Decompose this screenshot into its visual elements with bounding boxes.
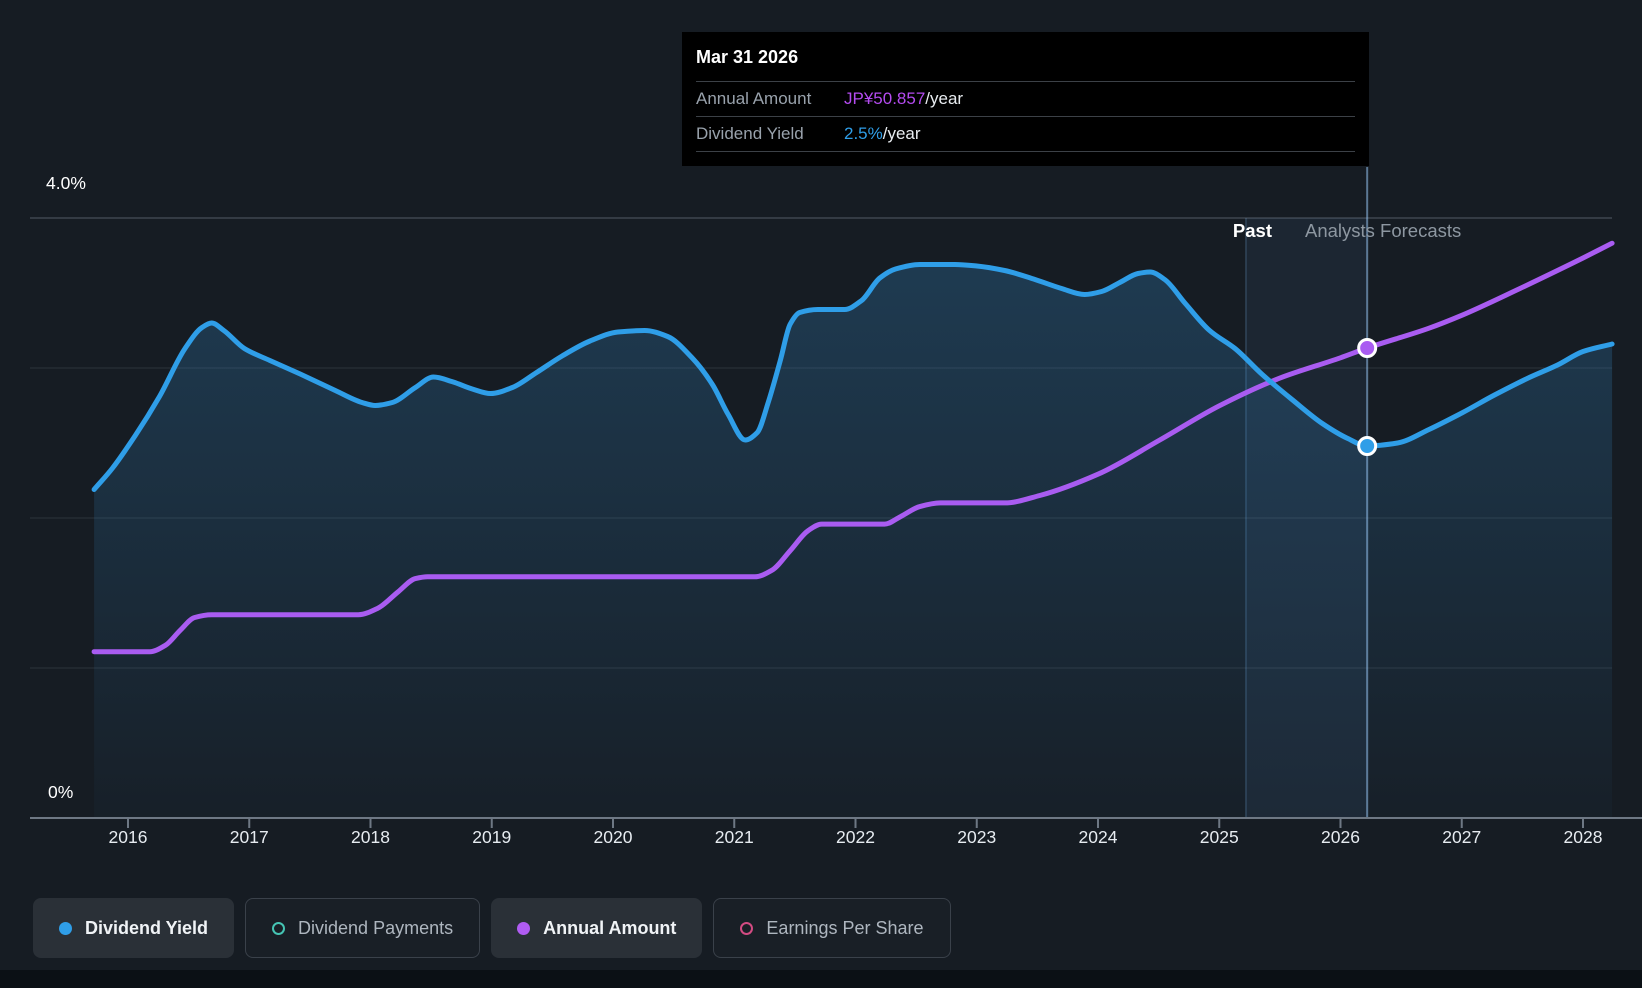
tooltip-row-dividend-yield: Dividend Yield 2.5% /year xyxy=(682,117,1369,151)
tooltip-label: Annual Amount xyxy=(696,89,812,108)
x-axis-tick-label: 2023 xyxy=(957,827,997,847)
ring-icon xyxy=(272,921,286,935)
legend-button-earnings-per-share[interactable]: Earnings Per Share xyxy=(713,898,951,958)
legend-button-dividend-yield[interactable]: Dividend Yield xyxy=(33,898,235,958)
legend-button-label: Annual Amount xyxy=(543,917,677,938)
x-axis-tick-label: 2017 xyxy=(229,827,269,847)
footer-strip xyxy=(0,970,1642,988)
tooltip-value-dividend-yield: 2.5% xyxy=(844,124,883,143)
past-label: Past xyxy=(1232,220,1272,241)
legend-bar: Dividend Yield Dividend Payments Annual Am… xyxy=(33,898,951,958)
tooltip-value-annual-amount: JP¥50.857 xyxy=(844,89,926,108)
annual-amount-marker xyxy=(1357,337,1378,358)
x-axis-tick-label: 2028 xyxy=(1563,827,1603,847)
x-axis-tick-label: 2027 xyxy=(1442,827,1482,847)
x-axis-tick-label: 2024 xyxy=(1078,827,1118,847)
x-axis xyxy=(30,817,1642,828)
analysts-forecasts-label: Analysts Forecasts xyxy=(1305,220,1462,241)
x-axis-tick-label: 2021 xyxy=(714,827,754,847)
tooltip-label: Dividend Yield xyxy=(696,124,804,143)
legend-button-dividend-payments[interactable]: Dividend Payments xyxy=(245,898,481,958)
chart-tooltip: Mar 31 2026 Annual Amount JP¥50.857 /yea… xyxy=(682,32,1369,166)
y-axis-label-bottom: 0% xyxy=(48,782,74,802)
tooltip-divider xyxy=(696,151,1355,152)
filled-circle-icon xyxy=(517,921,531,935)
dividend-yield-marker xyxy=(1357,436,1378,456)
filled-circle-icon xyxy=(59,921,72,935)
x-axis-tick-label: 2026 xyxy=(1321,827,1360,847)
x-axis-tick-label: 2020 xyxy=(593,827,633,847)
legend-button-label: Earnings Per Share xyxy=(766,917,924,938)
x-axis-tick-label: 2019 xyxy=(472,827,512,847)
ring-icon xyxy=(740,921,754,935)
x-axis-tick-label: 2018 xyxy=(351,827,390,847)
tooltip-suffix: /year xyxy=(882,124,921,143)
x-axis-tick-label: 2025 xyxy=(1199,827,1239,847)
legend-button-label: Dividend Yield xyxy=(85,917,209,938)
dividend-yield-line xyxy=(91,262,1615,492)
tooltip-suffix: /year xyxy=(925,89,964,108)
dividend-yield-area xyxy=(94,264,1613,818)
annual-amount-line xyxy=(91,240,1615,655)
tooltip-divider xyxy=(696,116,1355,117)
tooltip-divider xyxy=(696,81,1355,82)
tooltip-row-annual-amount: Annual Amount JP¥50.857 /year xyxy=(682,82,1369,116)
y-axis-label-top: 4.0% xyxy=(46,173,86,193)
tooltip-date: Mar 31 2026 xyxy=(696,47,799,67)
legend-button-annual-amount[interactable]: Annual Amount xyxy=(491,898,703,958)
x-axis-tick-label: 2016 xyxy=(108,827,148,847)
x-axis-tick-label: 2022 xyxy=(836,827,875,847)
legend-button-label: Dividend Payments xyxy=(298,917,454,938)
